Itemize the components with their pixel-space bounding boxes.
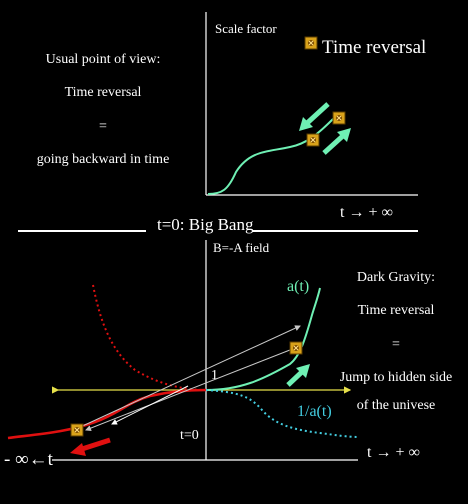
- lower-x-minus-label: - ∞←t: [4, 449, 53, 470]
- jump-arrow-upper: [75, 325, 301, 430]
- upper-marker-1-icon: [306, 133, 320, 147]
- upper-scale-factor-curve: [207, 118, 334, 195]
- big-bang-label: t=0: Big Bang: [157, 215, 254, 234]
- b-field-axis-label: B=-A field: [213, 240, 270, 255]
- lower-marker-left-icon: [70, 423, 84, 437]
- usual-view-equals: =: [99, 119, 107, 134]
- legend-marker-icon: [304, 36, 318, 50]
- lower-x-plus-label: t → + ∞: [367, 444, 420, 461]
- inverse-a-curve: [205, 389, 359, 438]
- dark-gravity-line1: Time reversal: [357, 303, 435, 318]
- jump-arrow-lower: [85, 347, 296, 431]
- unity-label: 1: [211, 368, 218, 383]
- dark-gravity-title: Dark Gravity:: [356, 270, 436, 285]
- lower-forward-arrow: [286, 364, 310, 387]
- t-zero-label: t=0: [180, 428, 199, 443]
- inverse-a-label: 1/a(t): [297, 403, 332, 420]
- time-reversal-legend-label: Time reversal: [322, 37, 427, 58]
- upper-x-axis-label: t → + ∞: [340, 204, 393, 221]
- dark-gravity-line2: Jump to hidden side: [339, 370, 453, 385]
- upper-forward-arrow: [322, 128, 351, 155]
- red-solid-curve: [7, 388, 207, 440]
- lower-backward-arrow: [70, 437, 111, 456]
- upper-backward-arrow: [299, 102, 330, 131]
- usual-view-title: Usual point of view:: [45, 52, 161, 67]
- pointer-to-one: [111, 385, 189, 425]
- a-t-label: a(t): [287, 278, 310, 295]
- dark-gravity-equals: =: [392, 337, 400, 352]
- dark-gravity-line3: of the univese: [356, 398, 436, 413]
- usual-view-line1: Time reversal: [64, 85, 142, 100]
- usual-view-line2: going backward in time: [36, 152, 170, 167]
- red-dotted-curve: [92, 284, 207, 391]
- scale-factor-axis-label: Scale factor: [215, 21, 277, 36]
- lower-marker-right-icon: [289, 341, 303, 355]
- upper-marker-2-icon: [332, 111, 346, 125]
